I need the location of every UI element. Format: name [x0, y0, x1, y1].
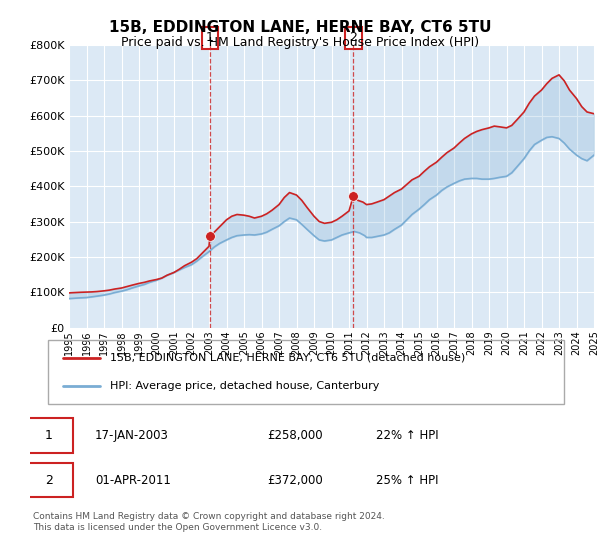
Text: 2: 2	[45, 474, 53, 487]
Text: Contains HM Land Registry data © Crown copyright and database right 2024.
This d: Contains HM Land Registry data © Crown c…	[33, 512, 385, 532]
Text: Price paid vs. HM Land Registry's House Price Index (HPI): Price paid vs. HM Land Registry's House …	[121, 36, 479, 49]
Text: 15B, EDDINGTON LANE, HERNE BAY, CT6 5TU (detached house): 15B, EDDINGTON LANE, HERNE BAY, CT6 5TU …	[110, 353, 465, 363]
Text: £372,000: £372,000	[268, 474, 323, 487]
Text: 1: 1	[45, 429, 53, 442]
FancyBboxPatch shape	[25, 418, 73, 452]
Text: 2: 2	[349, 31, 358, 44]
Text: 25% ↑ HPI: 25% ↑ HPI	[376, 474, 438, 487]
Text: 01-APR-2011: 01-APR-2011	[95, 474, 170, 487]
Text: HPI: Average price, detached house, Canterbury: HPI: Average price, detached house, Cant…	[110, 381, 379, 391]
Text: 22% ↑ HPI: 22% ↑ HPI	[376, 429, 438, 442]
Text: £258,000: £258,000	[268, 429, 323, 442]
Text: 1: 1	[206, 31, 214, 44]
FancyBboxPatch shape	[25, 463, 73, 497]
Text: 15B, EDDINGTON LANE, HERNE BAY, CT6 5TU: 15B, EDDINGTON LANE, HERNE BAY, CT6 5TU	[109, 20, 491, 35]
Text: 17-JAN-2003: 17-JAN-2003	[95, 429, 169, 442]
